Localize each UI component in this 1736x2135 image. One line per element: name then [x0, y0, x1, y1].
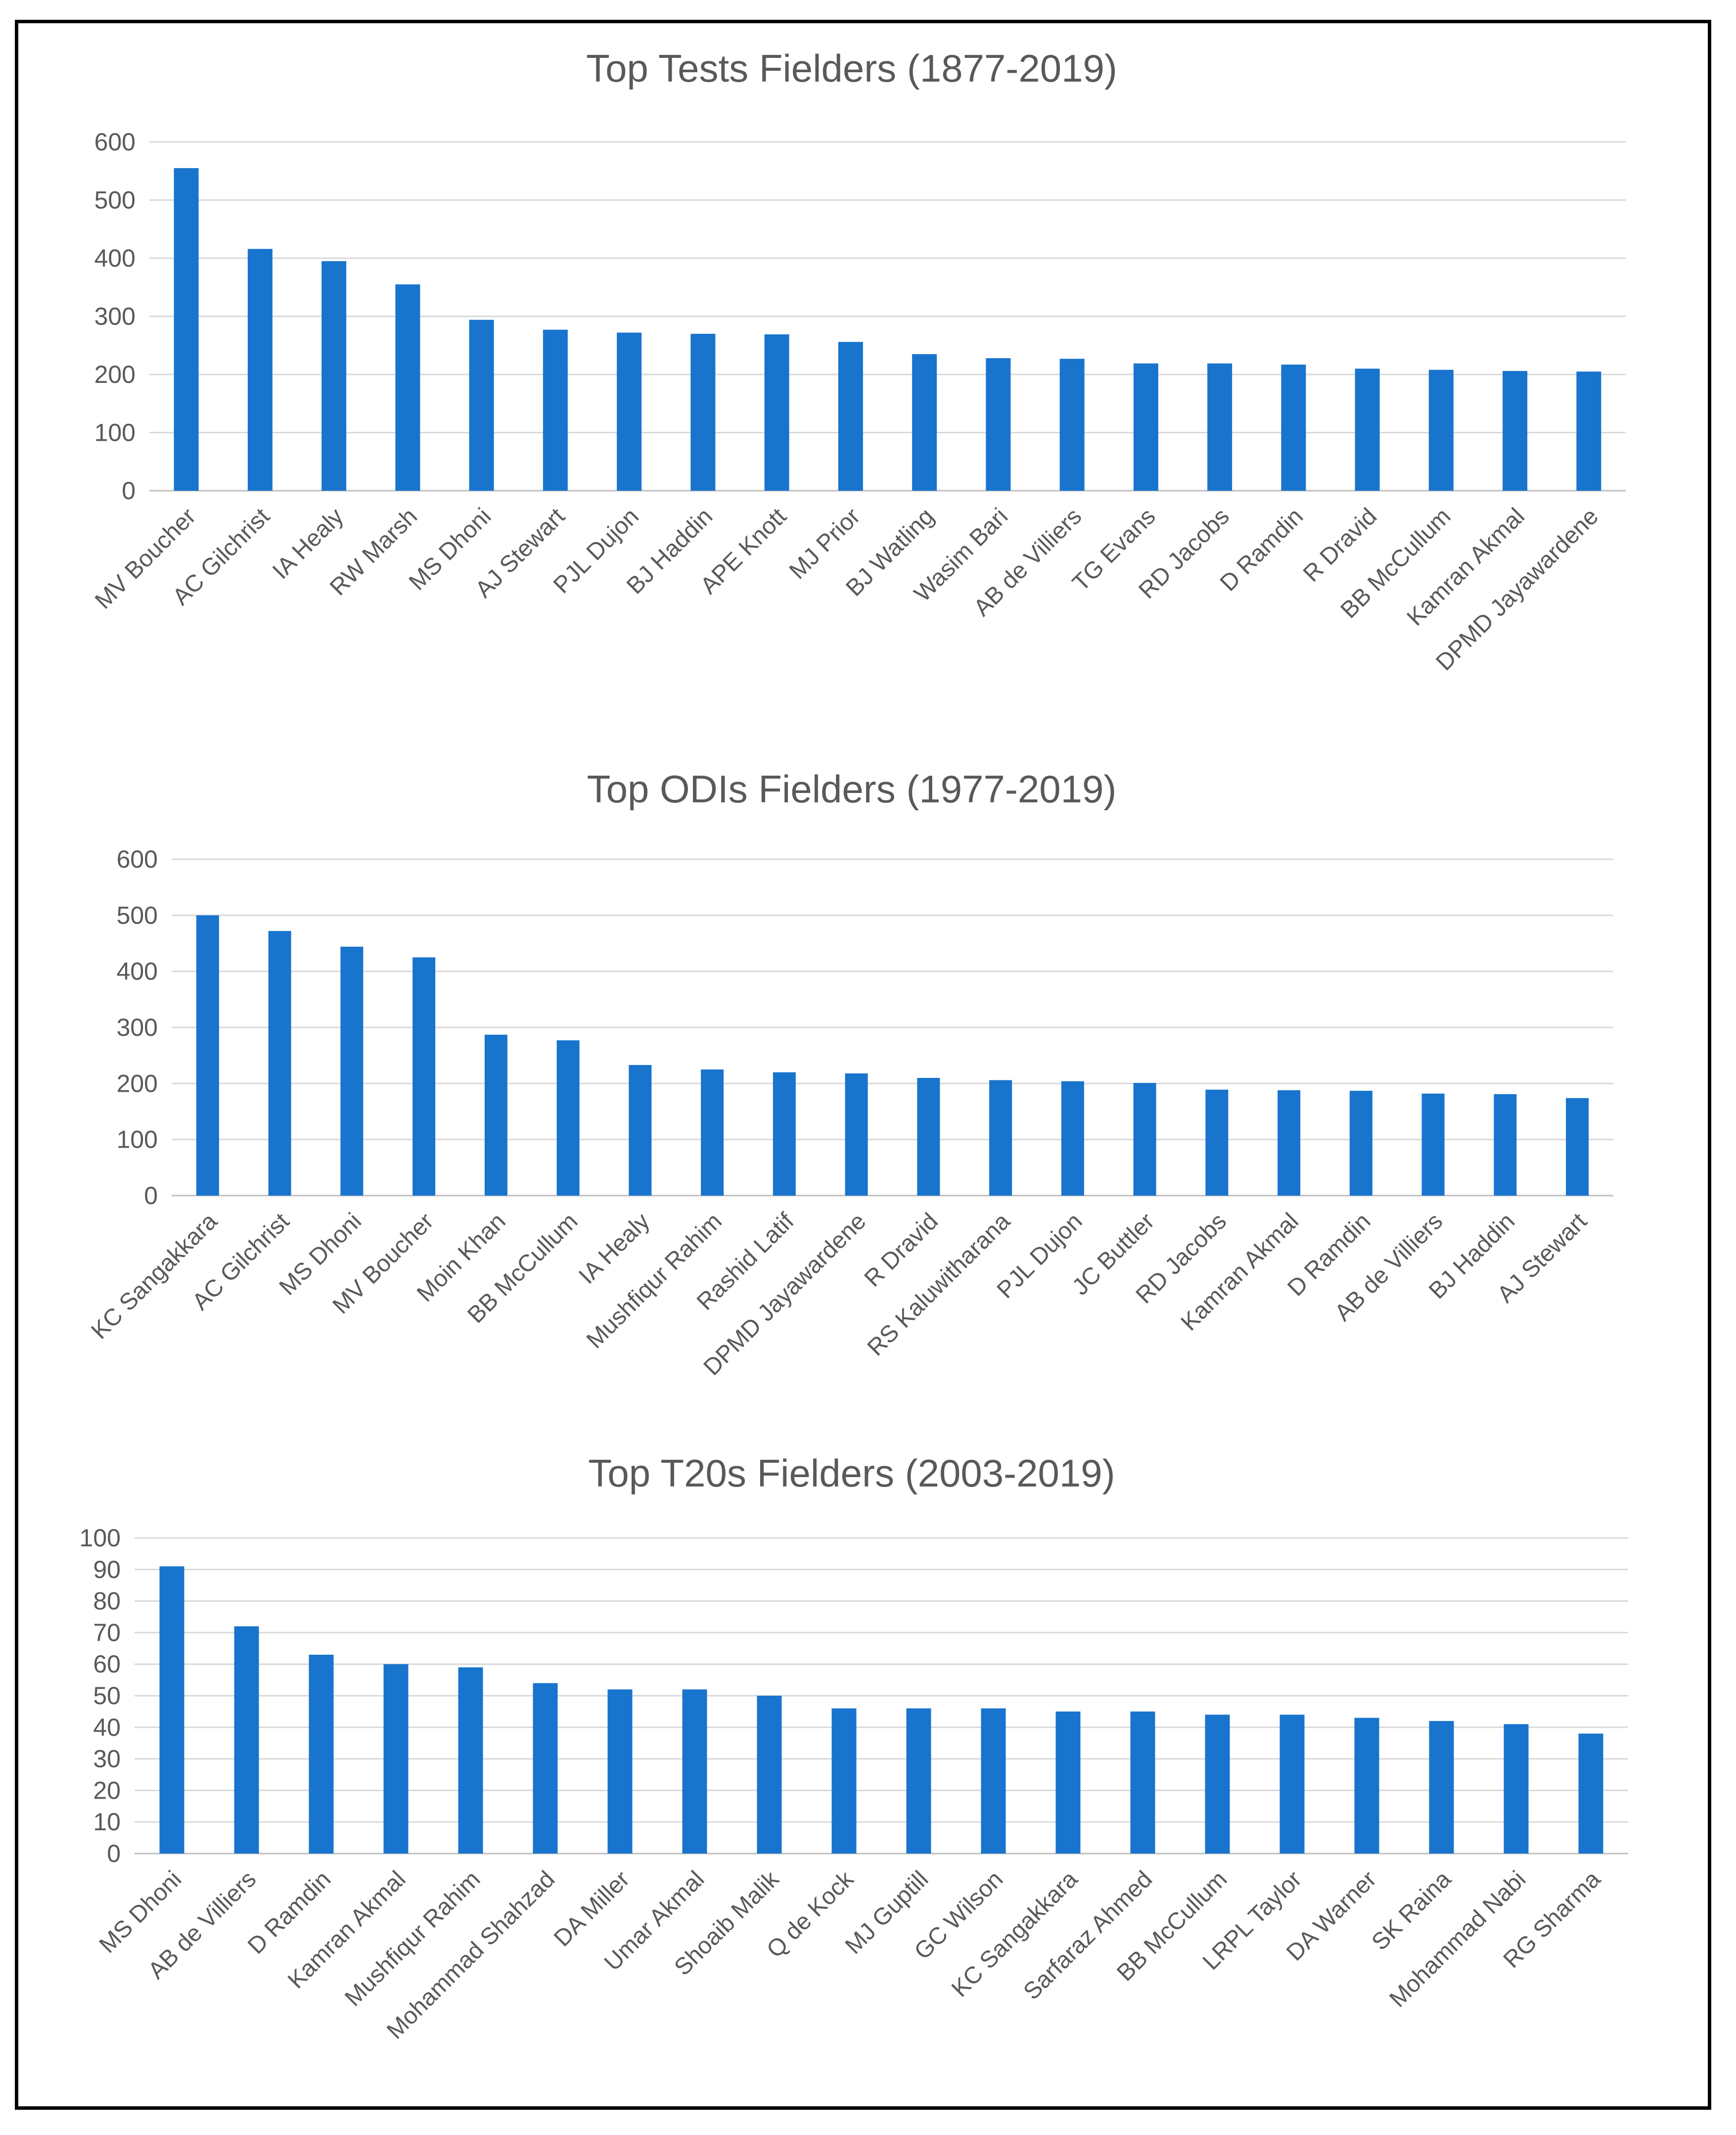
bar: [1349, 1091, 1372, 1196]
y-tick-label: 200: [94, 361, 136, 388]
x-tick-label: KC Sangakkara: [947, 1866, 1083, 2002]
bar: [1576, 371, 1601, 491]
bar: [196, 915, 219, 1196]
y-tick-label: 90: [93, 1556, 121, 1583]
bar: [1429, 1721, 1454, 1854]
t20s-fielders-chart: Top T20s Fielders (2003-2019) 0 10 20 30 40 5…: [80, 1451, 1628, 2044]
bar: [469, 320, 494, 491]
bar: [757, 1696, 782, 1854]
bar: [906, 1708, 931, 1854]
y-tick-label: 100: [117, 1126, 158, 1154]
bar: [159, 1566, 184, 1854]
x-tick-label: Sarfaraz Ahmed: [1018, 1866, 1157, 2005]
y-tick-label: 0: [144, 1182, 158, 1209]
x-tick-label: Mushfiqur Rahim: [582, 1208, 727, 1353]
bar: [458, 1667, 483, 1854]
bar: [989, 1080, 1012, 1196]
figure-frame: Top Tests Fielders (1877-2019) 0 100 200 30…: [15, 20, 1711, 2110]
bar: [412, 957, 436, 1196]
y-tick-label: 200: [117, 1069, 158, 1097]
bar: [682, 1689, 707, 1854]
y-tick-label: 500: [117, 901, 158, 929]
bar: [838, 342, 863, 491]
bar: [981, 1708, 1006, 1854]
bar: [1281, 365, 1306, 491]
bar: [174, 168, 199, 491]
x-tick-label: Mushfiqur Rahim: [340, 1866, 485, 2011]
bar: [556, 1040, 580, 1196]
bar: [321, 261, 347, 491]
bar: [629, 1065, 652, 1196]
bar: [309, 1655, 334, 1854]
tests-fielders-chart: Top Tests Fielders (1877-2019) 0 100 200 30…: [90, 46, 1626, 676]
bar: [1059, 359, 1085, 491]
bar: [764, 334, 789, 491]
bar: [1207, 363, 1233, 491]
bar: [1578, 1733, 1603, 1854]
bar: [690, 333, 716, 491]
bar: [1133, 1083, 1156, 1196]
bar: [1566, 1098, 1589, 1196]
bar: [917, 1078, 940, 1196]
bar: [234, 1626, 259, 1854]
y-tick-label: 300: [94, 303, 136, 330]
bar: [340, 946, 364, 1196]
bar: [607, 1689, 633, 1854]
y-tick-label: 500: [94, 186, 136, 214]
bar: [1504, 1724, 1529, 1854]
y-tick-label: 400: [94, 244, 136, 272]
y-tick-label: 50: [93, 1682, 121, 1710]
bar: [1428, 370, 1454, 491]
bar: [395, 284, 420, 491]
bar: [1421, 1093, 1445, 1196]
y-tick-label: 300: [117, 1014, 158, 1041]
bar: [247, 249, 273, 491]
bar: [533, 1683, 558, 1854]
y-tick-label: 70: [93, 1619, 121, 1646]
bar: [986, 358, 1011, 491]
y-tick-label: 400: [117, 958, 158, 985]
bar: [1279, 1715, 1305, 1854]
bar: [1278, 1090, 1301, 1196]
bar: [383, 1664, 409, 1854]
y-tick-label: 0: [107, 1840, 121, 1867]
chart-title: Top T20s Fielders (2003-2019): [588, 1451, 1115, 1495]
y-tick-label: 80: [93, 1587, 121, 1615]
bar: [845, 1073, 868, 1196]
bar: [543, 329, 568, 491]
bar: [1061, 1081, 1084, 1196]
bar: [1133, 363, 1158, 491]
y-tick-label: 600: [94, 128, 136, 156]
y-tick-label: 60: [93, 1650, 121, 1678]
y-tick-label: 20: [93, 1776, 121, 1804]
y-tick-label: 100: [94, 419, 136, 447]
bar: [617, 332, 642, 491]
chart-title: Top Tests Fielders (1877-2019): [586, 46, 1117, 90]
y-tick-label: 100: [80, 1524, 121, 1552]
bar: [268, 931, 291, 1196]
odis-fielders-chart: Top ODIs Fielders (1977-2019) 0 100 200 300…: [86, 767, 1613, 1381]
y-tick-label: 0: [122, 477, 136, 505]
chart-title: Top ODIs Fielders (1977-2019): [587, 767, 1117, 811]
bar: [484, 1034, 507, 1196]
x-tick-label: KC Sangakkara: [86, 1208, 222, 1344]
bar: [1130, 1711, 1155, 1854]
x-tick-label: Mohammad Nabi: [1384, 1866, 1531, 2012]
bar: [773, 1072, 796, 1196]
y-tick-label: 600: [117, 845, 158, 873]
bar: [1494, 1094, 1517, 1196]
y-tick-label: 30: [93, 1745, 121, 1773]
bar: [1354, 1717, 1379, 1854]
bar: [701, 1069, 724, 1196]
bar: [1205, 1715, 1230, 1854]
y-tick-label: 40: [93, 1714, 121, 1741]
bar: [1355, 369, 1380, 491]
bar: [1205, 1089, 1229, 1196]
bar: [1055, 1711, 1081, 1854]
y-tick-label: 10: [93, 1808, 121, 1836]
bar: [912, 354, 937, 491]
bar: [831, 1708, 857, 1854]
bar: [1503, 371, 1528, 491]
